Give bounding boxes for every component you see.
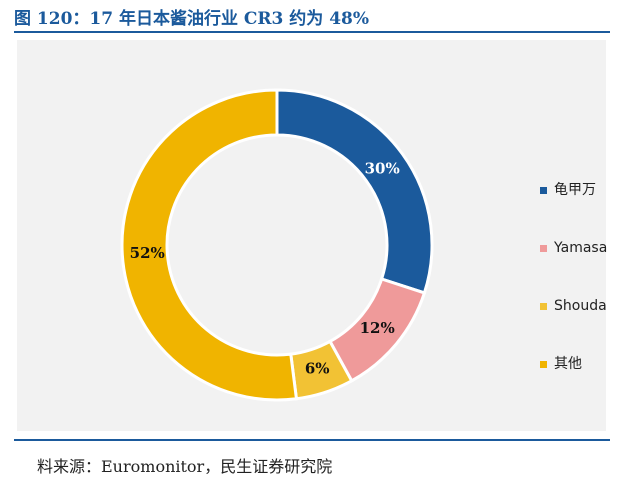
source-note: 料来源：Euromonitor，民生证券研究院 — [37, 457, 333, 476]
legend-label: 其他 — [554, 356, 582, 372]
legend-swatch — [540, 187, 547, 194]
legend-swatch — [540, 361, 547, 368]
slice-value-label-3: 52% — [130, 244, 165, 262]
donut-slice-3 — [120, 88, 299, 402]
legend-swatch — [540, 303, 547, 310]
title-rule — [14, 31, 610, 33]
legend-swatch — [540, 245, 547, 252]
figure-title: 图 120：17 年日本酱油行业 CR3 约为 48% — [14, 9, 370, 29]
slice-value-label-0: 30% — [365, 160, 400, 178]
plot-area: 30% 12% 6% 52% 龟甲万 Yamasa Shouda 其他 — [17, 40, 608, 431]
legend-label: 龟甲万 — [554, 182, 596, 198]
donut-chart: 30% 12% 6% 52% — [120, 88, 434, 402]
legend-label: Yamasa — [554, 240, 608, 256]
slice-value-label-1: 12% — [360, 319, 395, 337]
legend-label: Shouda — [554, 298, 607, 314]
donut-slice-0 — [275, 88, 434, 295]
slice-value-label-2: 6% — [305, 360, 330, 378]
source-rule — [14, 439, 610, 441]
